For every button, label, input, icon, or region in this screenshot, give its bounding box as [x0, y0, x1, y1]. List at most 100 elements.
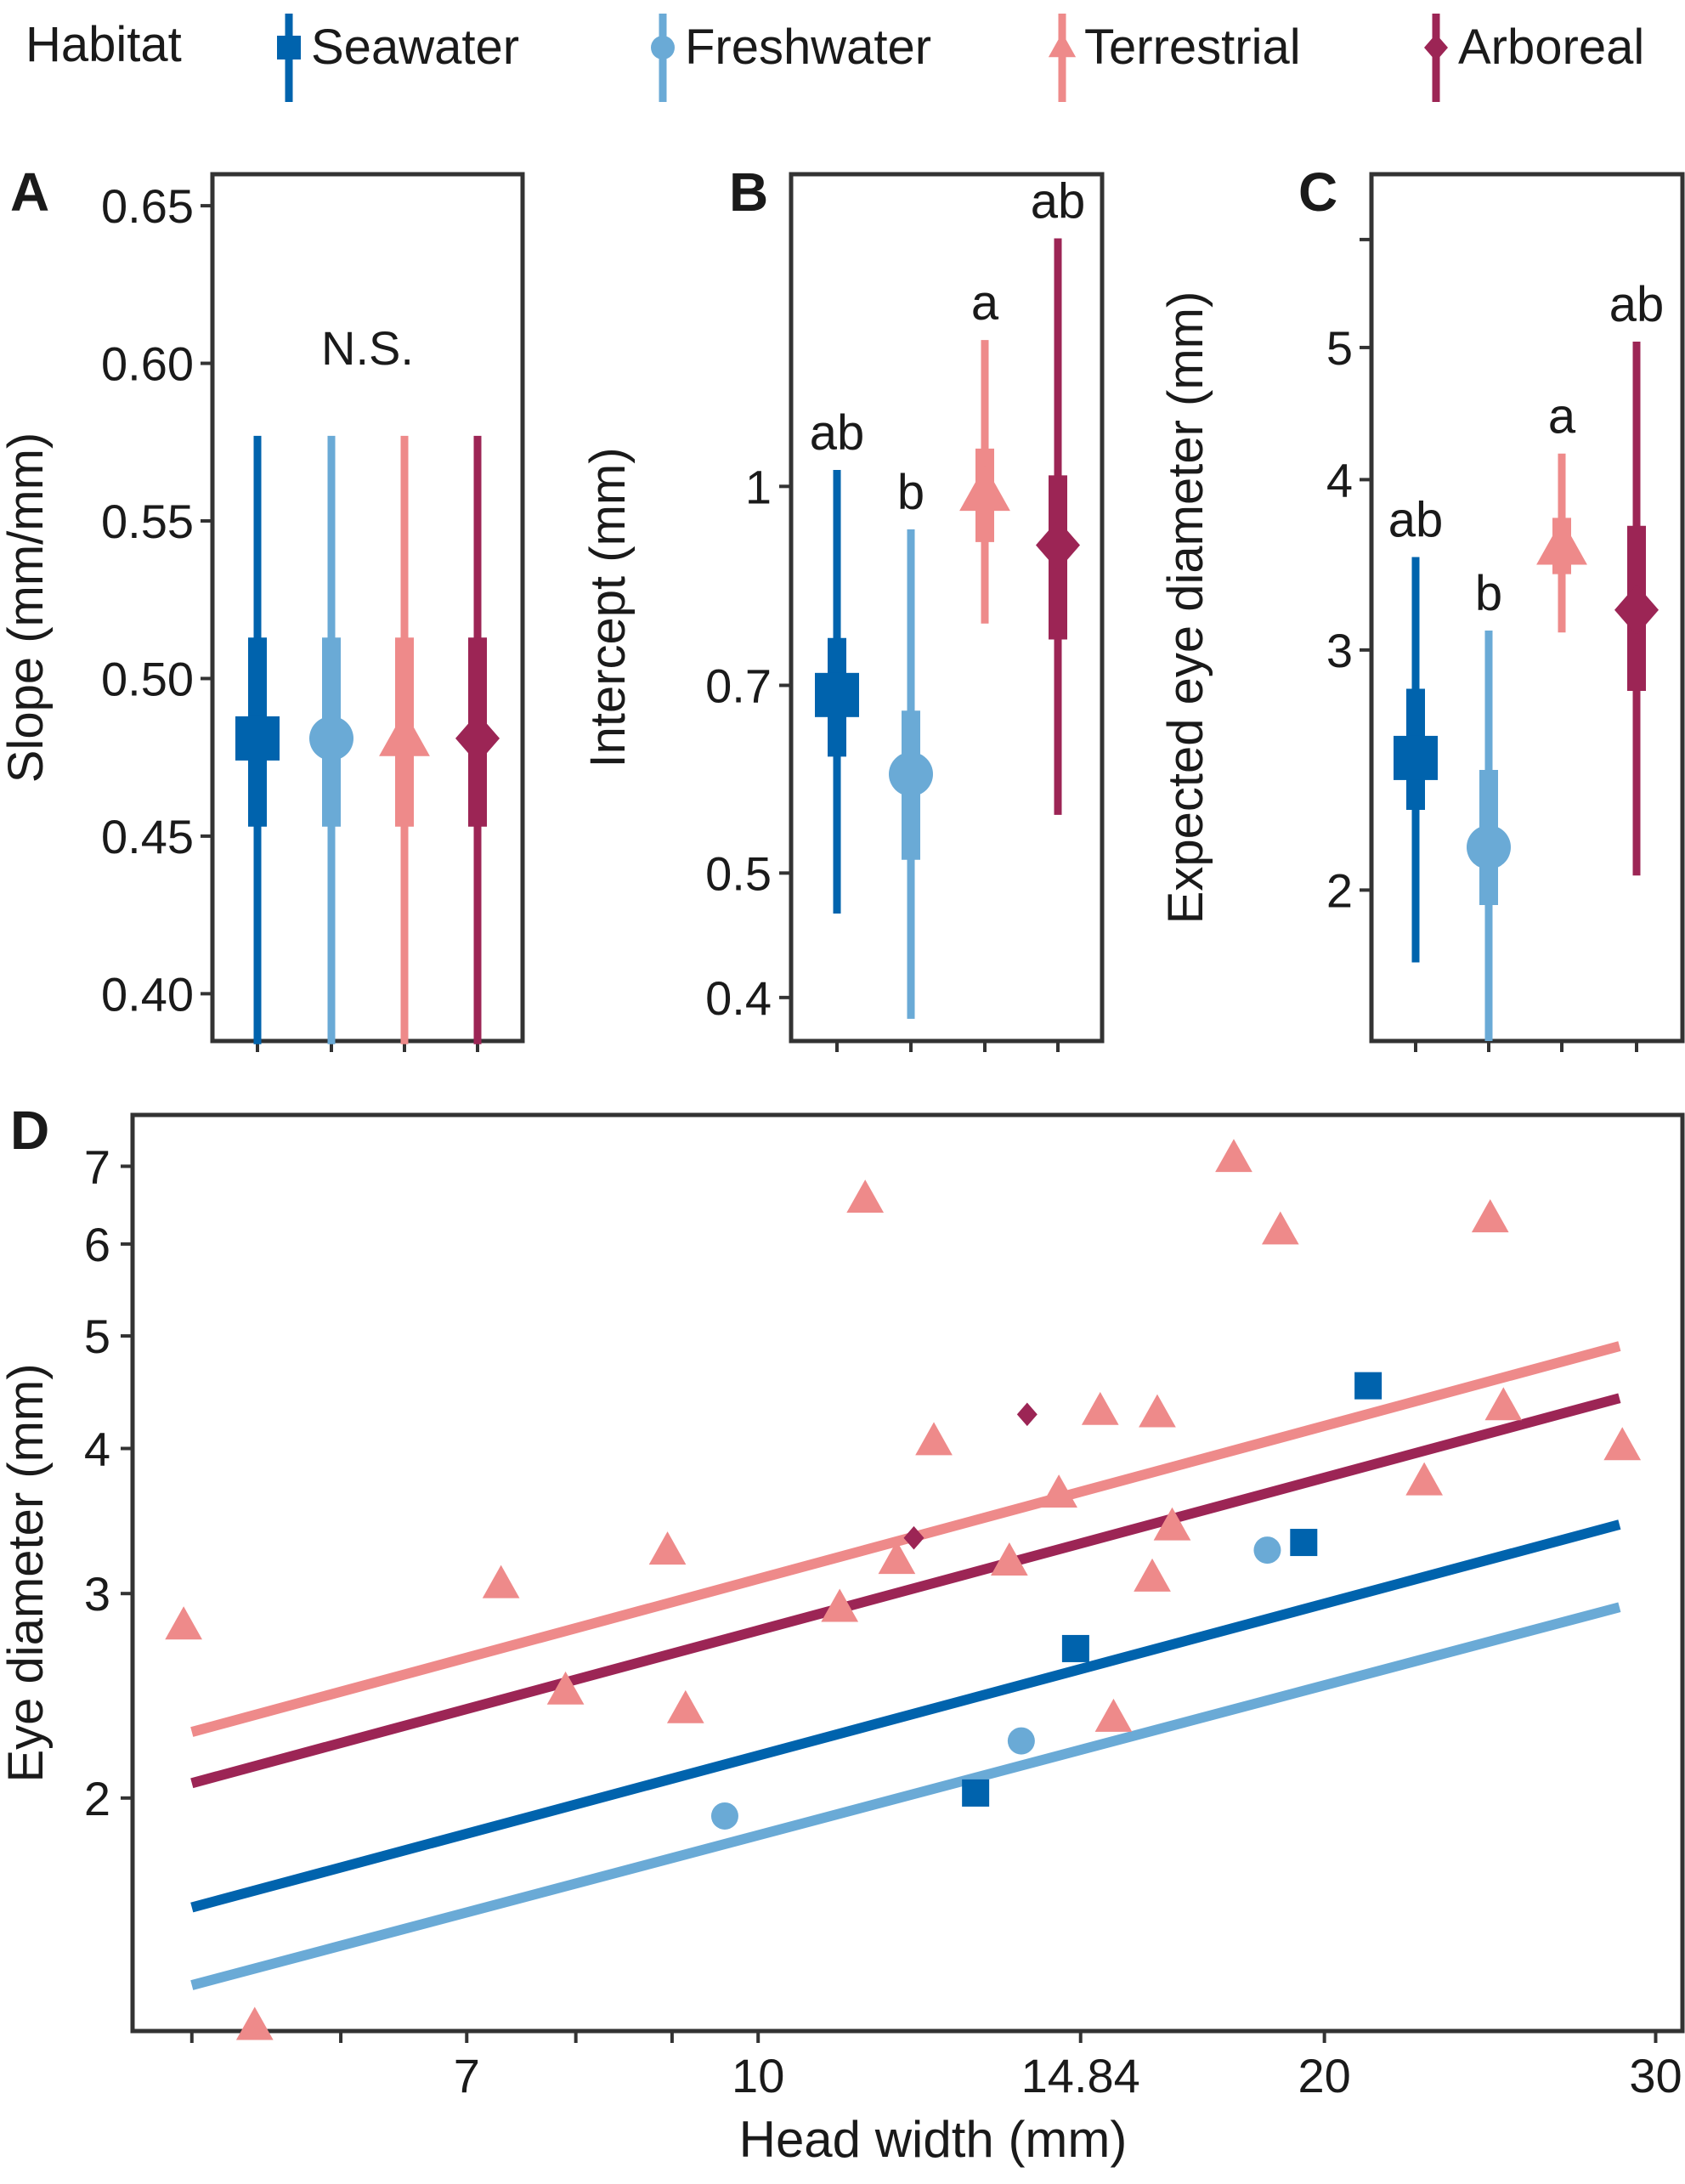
x-tick-label-D: 7: [454, 2049, 480, 2102]
median-point-terrestrial: [959, 465, 1010, 512]
legend-label-terrestrial: Terrestrial: [1084, 20, 1301, 75]
plot-frame-B: [789, 172, 1105, 1044]
y-tick-label-C: 5: [1326, 321, 1353, 375]
y-tick-label-A: 0.65: [101, 179, 194, 233]
significance-letter-seawater: ab: [810, 405, 865, 461]
data-point-terrestrial: [846, 1180, 885, 1214]
panel-D: D 2 3 4 5 6 7 7 10 14.84 20 30 Eye diameter (mm) Head…: [0, 1100, 1685, 2168]
data-point-arboreal: [903, 1525, 924, 1550]
y-tick-label-C: 3: [1326, 624, 1353, 677]
pointrange-seawater: [235, 435, 280, 1044]
y-tick-label-A: 0.40: [101, 967, 194, 1021]
median-point-arboreal: [1614, 584, 1659, 636]
significance-letter-freshwater: b: [897, 465, 924, 520]
data-point-terrestrial: [878, 1541, 916, 1575]
pointrange-terrestrial: a: [959, 275, 1010, 624]
y-axis-label-C: Expected eye diameter (mm): [1158, 291, 1213, 925]
median-point-arboreal: [1036, 519, 1080, 571]
legend-label-seawater: Seawater: [311, 20, 519, 75]
legend-label-freshwater: Freshwater: [685, 20, 931, 75]
significance-letter-seawater: ab: [1388, 492, 1444, 547]
pointrange-terrestrial: [379, 435, 430, 1044]
data-point-terrestrial: [1484, 1387, 1523, 1421]
data-point-terrestrial: [648, 1531, 687, 1565]
data-point-terrestrial: [1405, 1462, 1443, 1496]
legend-item-freshwater: Freshwater: [651, 14, 931, 102]
panel-letter-B: B: [729, 161, 768, 223]
pointrange-arboreal: ab: [1609, 277, 1665, 876]
y-tick-label-B: 1: [745, 460, 772, 513]
data-point-seawater: [962, 1779, 990, 1807]
panel-letter-D: D: [10, 1100, 49, 1161]
y-tick-label-A: 0.55: [101, 495, 194, 548]
data-point-terrestrial: [482, 1564, 520, 1598]
median-point-seawater: [235, 716, 280, 761]
legend-title: Habitat: [25, 17, 182, 72]
data-point-terrestrial: [235, 2006, 274, 2040]
pointrange-seawater: ab: [810, 405, 865, 914]
y-tick-label-D: 4: [84, 1422, 110, 1475]
data-point-terrestrial: [1094, 1698, 1133, 1732]
annotation-ns: N.S.: [321, 321, 414, 375]
panel-letter-C: C: [1298, 161, 1337, 223]
legend-key-marker-freshwater: [651, 36, 675, 59]
panel-A: A 0.40 0.45 0.50 0.55 0.60 0.65 Slope (mm/mm) N.…: [0, 161, 525, 1052]
data-point-terrestrial: [165, 1606, 202, 1640]
legend-key-marker-arboreal: [1424, 33, 1448, 62]
y-tick-label-D: 5: [84, 1310, 110, 1363]
plot-frame-D: [130, 1112, 1685, 2034]
legend-item-arboreal: Arboreal: [1424, 14, 1644, 102]
data-point-freshwater: [710, 1802, 738, 1830]
legend-items: Seawater Freshwater Terrestrial Arboreal: [277, 14, 1644, 102]
data-point-terrestrial: [1153, 1507, 1191, 1541]
data-point-terrestrial: [1261, 1211, 1299, 1245]
y-tick-label-A: 0.45: [101, 810, 194, 863]
regression-line-freshwater: [190, 1602, 1621, 1990]
median-point-seawater: [815, 672, 859, 717]
y-tick-label-C: 2: [1326, 863, 1353, 917]
significance-letter-terrestrial: a: [1548, 389, 1576, 444]
significance-letter-freshwater: b: [1475, 566, 1502, 621]
legend-label-arboreal: Arboreal: [1458, 20, 1644, 75]
data-point-terrestrial: [1471, 1199, 1509, 1233]
data-point-terrestrial: [1134, 1558, 1171, 1592]
y-tick-label-A: 0.60: [101, 337, 194, 391]
y-tick-label-D: 7: [84, 1140, 110, 1193]
y-tick-label-C: 4: [1326, 453, 1353, 506]
panel-letter-A: A: [10, 161, 49, 223]
y-tick-label-B: 0.5: [705, 846, 772, 900]
data-point-seawater: [1061, 1634, 1089, 1662]
pointrange-freshwater: b: [1467, 566, 1511, 1041]
significance-letter-arboreal: ab: [1609, 277, 1665, 332]
y-axis-label-D: Eye diameter (mm): [0, 1363, 54, 1782]
y-tick-label-A: 0.50: [101, 652, 194, 705]
pointrange-freshwater: [309, 435, 353, 1044]
y-tick-label-D: 3: [84, 1567, 110, 1621]
y-tick-label-D: 2: [84, 1772, 110, 1825]
legend-item-seawater: Seawater: [277, 14, 519, 102]
data-point-freshwater: [1253, 1536, 1281, 1564]
pointrange-terrestrial: a: [1536, 389, 1587, 633]
data-point-terrestrial: [546, 1671, 585, 1705]
pointrange-seawater: ab: [1388, 492, 1444, 963]
median-point-terrestrial: [379, 710, 430, 756]
y-tick-label-B: 0.7: [705, 659, 772, 712]
data-point-terrestrial: [915, 1422, 953, 1456]
significance-letter-arboreal: ab: [1031, 173, 1086, 229]
significance-letter-terrestrial: a: [971, 275, 999, 331]
data-point-terrestrial: [821, 1588, 859, 1622]
plot-frame-A: [210, 172, 525, 1044]
y-axis-label-A: Slope (mm/mm): [0, 433, 54, 783]
y-axis-label-B: Intercept (mm): [580, 447, 636, 767]
data-point-terrestrial: [666, 1689, 704, 1723]
data-point-terrestrial: [1603, 1427, 1642, 1461]
median-point-terrestrial: [1536, 519, 1587, 565]
y-tick-label-B: 0.4: [705, 971, 772, 1025]
data-point-terrestrial: [1139, 1394, 1176, 1428]
y-tick-label-D: 6: [84, 1218, 110, 1271]
x-axis-label-D: Head width (mm): [739, 2111, 1128, 2168]
median-point-freshwater: [1467, 825, 1511, 870]
